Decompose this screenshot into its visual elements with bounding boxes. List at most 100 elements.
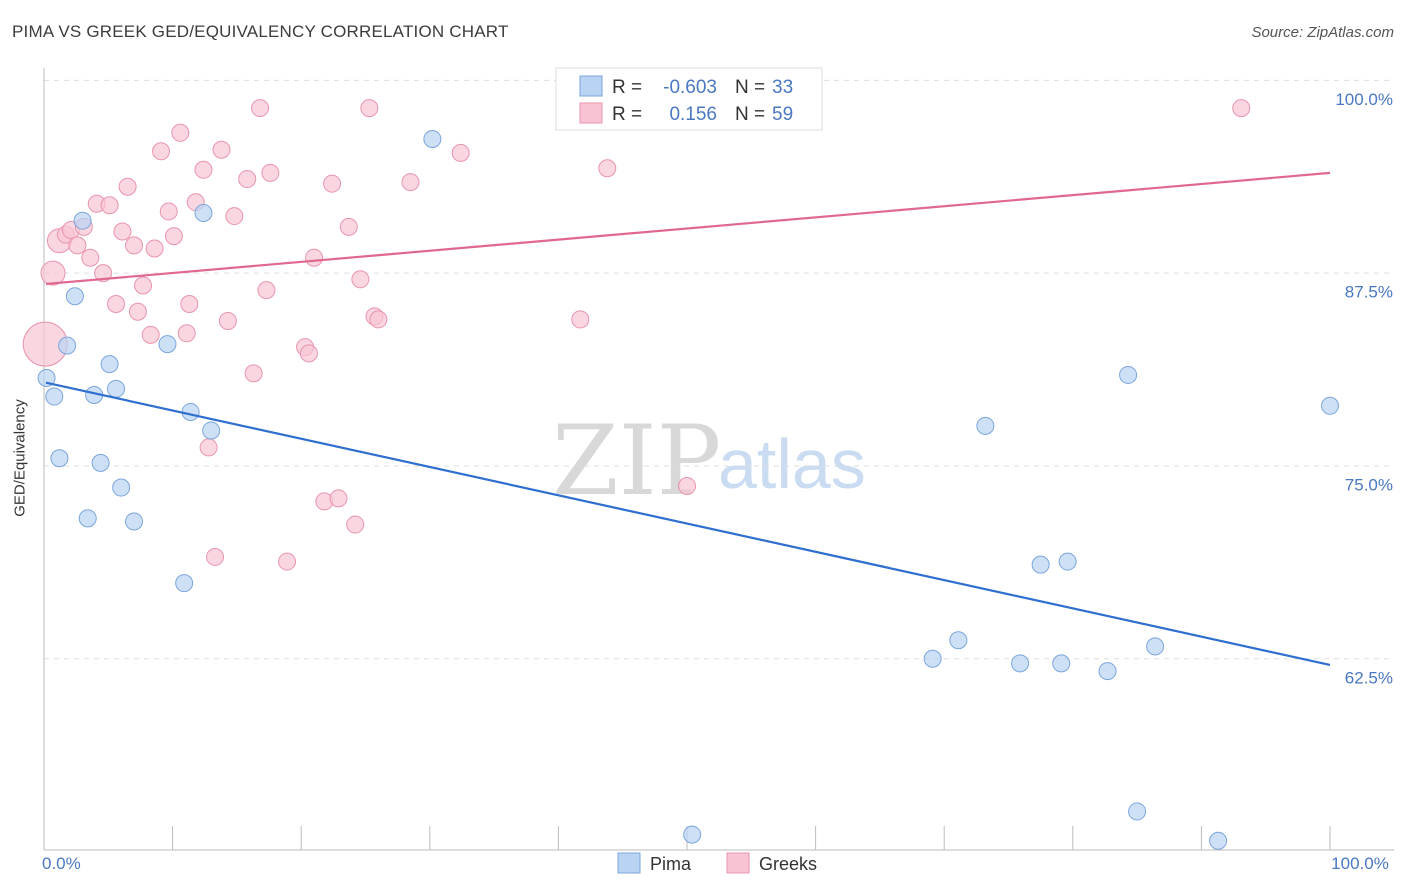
greeks-point [1232, 99, 1251, 118]
axes [43, 68, 1394, 851]
greeks-point [152, 142, 171, 161]
legend-r-label-pima: R = [612, 77, 642, 98]
greeks-point [100, 196, 119, 215]
greeks-point [40, 260, 66, 286]
greeks-point [251, 99, 270, 118]
x-tick-label: 100.0% [1331, 854, 1389, 873]
source-label: Source: ZipAtlas.com [1251, 24, 1394, 41]
pima-point [175, 574, 194, 593]
legend-n-value-pima: 33 [772, 77, 793, 98]
watermark: ZIP atlas [552, 405, 866, 517]
greeks-point [261, 163, 280, 182]
legend-swatch-greeks [579, 102, 603, 124]
greeks-point [257, 281, 276, 300]
pima-point [73, 211, 92, 230]
y-tick-label: 75.0% [1345, 475, 1393, 494]
y-tick-labels: 100.0% 87.5% 75.0% 62.5% [1335, 90, 1393, 687]
legend-n-label-greeks: N = [735, 104, 765, 125]
trend-lines [45, 171, 1331, 666]
y-tick-label: 62.5% [1345, 668, 1393, 687]
greeks-point [180, 294, 199, 313]
greeks-point [212, 140, 231, 159]
watermark-zip: ZIP [552, 405, 721, 517]
greeks-point [369, 310, 388, 329]
pima-point [194, 203, 213, 222]
greeks-point [128, 302, 147, 321]
greeks-point [323, 174, 342, 193]
pima-point [1119, 365, 1138, 384]
pima-point [100, 355, 119, 374]
pima-point [125, 512, 144, 531]
pima-points [37, 129, 1339, 850]
greeks-point [206, 547, 225, 566]
greeks-point [94, 264, 113, 283]
pima-point [78, 509, 97, 528]
greeks-point [118, 177, 137, 196]
greeks-point [401, 173, 420, 192]
pima-point [1209, 831, 1228, 850]
pima-point [107, 379, 126, 398]
bottom-legend-label-pima: Pima [650, 854, 692, 874]
greeks-point [145, 239, 164, 258]
pima-point [923, 649, 942, 668]
greeks-point [329, 489, 348, 508]
y-tick-label: 87.5% [1345, 283, 1393, 302]
pima-point [976, 416, 995, 435]
greeks-point [134, 276, 153, 295]
pima-point [1052, 654, 1071, 673]
pima-point [181, 402, 200, 421]
y-tick-label: 100.0% [1335, 90, 1393, 109]
chart-title: PIMA VS GREEK GED/EQUIVALENCY CORRELATIO… [12, 22, 509, 41]
greeks-point [68, 236, 87, 255]
pima-point [1128, 802, 1147, 821]
greeks-point [141, 325, 160, 344]
greeks-point [125, 236, 144, 255]
pima-point [45, 387, 64, 406]
greeks-point [238, 170, 257, 189]
x-tick-label: 0.0% [42, 854, 81, 873]
legend-r-value-greeks: 0.156 [669, 104, 717, 125]
legend-n-value-greeks: 59 [772, 104, 793, 125]
pima-point [58, 336, 77, 355]
pima-point [202, 421, 221, 440]
bottom-legend-label-greeks: Greeks [759, 854, 817, 874]
pima-point [1146, 637, 1165, 656]
greeks-point [199, 438, 218, 457]
greeks-point [305, 248, 324, 267]
pima-point [112, 478, 131, 497]
greeks-point [225, 207, 244, 226]
greeks-point [278, 552, 297, 571]
greeks-point [113, 222, 132, 241]
greeks-point [598, 159, 617, 178]
pima-point [1011, 654, 1030, 673]
greeks-point [339, 217, 358, 236]
greeks-point [164, 227, 183, 246]
pima-point [158, 335, 177, 354]
pima-point [91, 453, 110, 472]
greeks-point [218, 311, 237, 330]
watermark-atlas: atlas [718, 425, 866, 503]
greeks-point [81, 248, 100, 267]
greeks-point [351, 270, 370, 289]
bottom-legend-swatch-pima [617, 852, 641, 874]
pima-point [1058, 552, 1077, 571]
greeks-point [244, 364, 263, 383]
greeks-point [159, 202, 178, 221]
pima-point [683, 825, 702, 844]
greeks-trend-line [45, 171, 1331, 286]
pima-point [949, 631, 968, 650]
pima-point [1098, 662, 1117, 681]
greeks-point [107, 294, 126, 313]
legend-r-label-greeks: R = [612, 104, 642, 125]
pima-point [423, 129, 442, 148]
pima-point [65, 287, 84, 306]
greeks-point [299, 344, 318, 363]
greeks-point [360, 99, 379, 118]
greeks-point [177, 324, 196, 343]
pima-point [1321, 396, 1339, 415]
greeks-point [171, 123, 190, 142]
greeks-point [571, 310, 590, 329]
top-legend: R = -0.603 N = 33 R = 0.156 N = 59 [555, 67, 823, 131]
greeks-point [346, 515, 365, 534]
